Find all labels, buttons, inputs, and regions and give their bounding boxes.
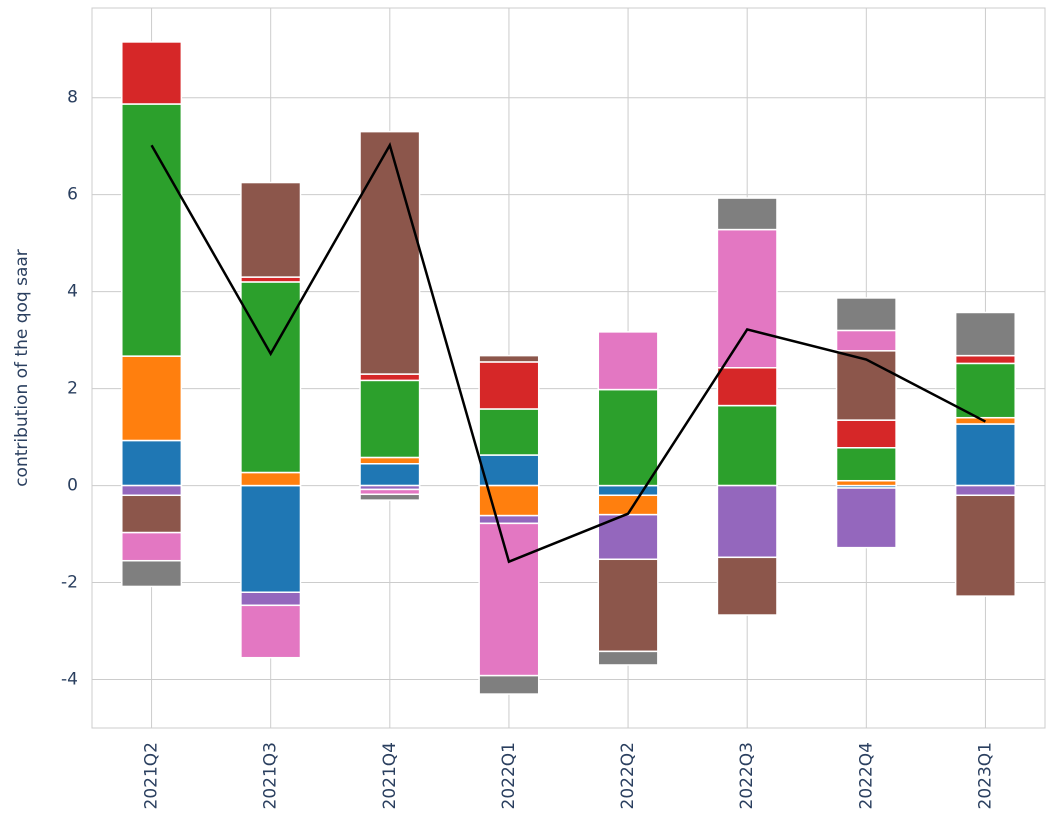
bar-segment (954, 311, 1016, 357)
bar-segment (359, 493, 421, 501)
bar-segment (359, 379, 421, 459)
bar-segment (597, 388, 659, 487)
x-tick-label: 2022Q4 (856, 742, 876, 809)
bar-segment (359, 463, 421, 487)
x-tick-label: 2023Q1 (975, 742, 995, 809)
x-tick-label: 2022Q3 (737, 742, 757, 809)
x-tick-label: 2021Q4 (380, 742, 400, 809)
bar-segment (121, 484, 183, 497)
bar-segment (359, 456, 421, 465)
bar-segment (835, 297, 897, 332)
bar-segment (716, 556, 778, 616)
y-tick-label: -4 (61, 670, 78, 690)
bar-segment (478, 354, 540, 363)
bar-segment (240, 484, 302, 593)
y-tick-label: -2 (61, 573, 78, 593)
x-tick-label: 2021Q2 (142, 742, 162, 809)
y-tick-label: 0 (67, 476, 78, 496)
bar-segment (359, 373, 421, 382)
bar-segment (716, 404, 778, 487)
bar-segment (954, 354, 1016, 365)
bar-segment (835, 350, 897, 421)
bar-segment (121, 439, 183, 487)
y-tick-label: 2 (67, 379, 78, 399)
bar-segment (121, 559, 183, 588)
bar-segment (597, 484, 659, 497)
x-tick-label: 2022Q1 (499, 742, 519, 809)
bar-segment (597, 558, 659, 653)
bar-segment (835, 329, 897, 352)
bar-segment (121, 355, 183, 442)
bar-segment (478, 408, 540, 456)
x-tick-label: 2021Q3 (261, 742, 281, 809)
bar-segment (359, 130, 421, 375)
bar-segment (478, 674, 540, 695)
bar-segment (835, 487, 897, 549)
bar-segment (478, 514, 540, 525)
bar-segment (478, 361, 540, 410)
bar-segment (121, 103, 183, 357)
bar-segment (121, 494, 183, 534)
y-tick-label: 8 (67, 88, 78, 108)
bar-segment (240, 604, 302, 659)
bar-segment (121, 531, 183, 562)
bar-segment (835, 419, 897, 449)
bar-segment (716, 228, 778, 369)
bar-segment (121, 41, 183, 105)
bar-segment (954, 494, 1016, 597)
y-tick-label: 6 (67, 185, 78, 205)
bar-segment (597, 331, 659, 391)
plot-frame (91, 7, 1046, 729)
y-tick-label: 4 (67, 282, 78, 302)
bar-segment (478, 454, 540, 487)
bar-segment (716, 197, 778, 231)
bar-segment (954, 423, 1016, 487)
bar-segment (240, 591, 302, 607)
bar-segment (597, 650, 659, 666)
bar-segment (954, 362, 1016, 419)
y-axis-label: contribution of the qoq saar (12, 249, 32, 487)
total-line (150, 142, 987, 564)
bar-segment (716, 367, 778, 407)
bar-segment (240, 471, 302, 487)
bar-segment (240, 281, 302, 474)
bar-segment (954, 484, 1016, 497)
x-tick-label: 2022Q2 (618, 742, 638, 809)
bar-segment (716, 484, 778, 559)
bar-segment (478, 522, 540, 677)
bar-segment (240, 181, 302, 278)
bar-segment (835, 447, 897, 482)
